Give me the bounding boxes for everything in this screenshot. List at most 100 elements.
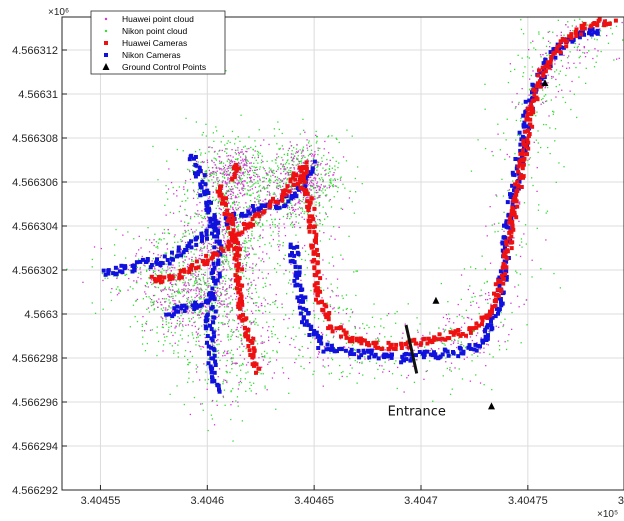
cloud-point [194,321,196,323]
cloud-point [169,272,172,274]
cloud-point [298,214,300,216]
cloud-point [177,288,180,290]
cloud-point [132,288,134,290]
cloud-point [180,309,183,312]
cloud-point [406,339,409,341]
camera-marker [190,303,195,308]
cloud-point [300,279,302,281]
cloud-point [328,175,330,177]
cloud-point [277,233,279,235]
cloud-point [214,328,216,330]
cloud-point [172,284,174,286]
cloud-point [223,310,226,313]
cloud-point [310,341,312,343]
camera-marker [480,338,485,343]
cloud-point [148,277,150,279]
camera-marker [288,242,293,247]
cloud-point [187,341,189,343]
cloud-point [192,276,194,278]
cloud-point [219,168,221,170]
camera-marker [548,50,553,55]
cloud-point [245,161,247,163]
cloud-point [487,302,489,304]
cloud-point [242,362,244,365]
cloud-point [228,173,230,175]
cloud-point [188,258,190,260]
cloud-point [246,148,248,150]
cloud-point [246,165,248,167]
cloud-point [542,54,544,56]
cloud-point [254,172,256,174]
cloud-point [560,59,562,62]
camera-marker [212,279,217,283]
cloud-point [201,134,203,136]
cloud-point [263,177,266,179]
cloud-point [162,320,164,322]
cloud-point [215,166,218,168]
cloud-point [195,368,197,370]
cloud-point [195,292,197,295]
cloud-point [177,316,179,318]
cloud-point [217,181,219,183]
cloud-point [312,302,315,304]
cloud-point [301,157,304,159]
cloud-point [250,167,252,170]
cloud-point [525,299,528,301]
cloud-point [315,174,317,176]
cloud-point [306,139,308,141]
cloud-point [471,318,473,320]
cloud-point [229,180,231,182]
cloud-point [222,381,224,383]
cloud-point [228,162,231,164]
cloud-point [554,60,556,62]
cloud-point [545,94,547,96]
cloud-point [238,365,241,367]
cloud-point [248,247,250,249]
cloud-point [118,289,121,291]
cloud-point [263,186,265,188]
cloud-point [266,253,268,255]
cloud-point [177,290,179,292]
cloud-point [292,212,294,214]
cloud-point [230,165,232,167]
cloud-point [194,270,196,272]
cloud-point [156,326,158,328]
camera-marker [497,284,502,289]
cloud-point [268,336,270,338]
cloud-point [264,170,266,172]
camera-marker [325,342,330,347]
cloud-point [157,242,160,244]
camera-marker [369,348,374,353]
cloud-point [157,254,159,256]
cloud-point [243,211,245,213]
cloud-point [566,67,568,69]
camera-marker [212,370,217,375]
cloud-point [190,228,192,231]
camera-marker [400,354,405,359]
cloud-point [531,276,533,278]
cloud-point [340,207,342,209]
cloud-point [449,318,451,320]
cloud-point [469,336,472,338]
cloud-point [524,66,526,68]
cloud-point [227,236,229,238]
cloud-point [247,171,249,174]
cloud-point [373,349,375,351]
cloud-point [191,270,194,273]
camera-marker [259,203,264,208]
cloud-point [284,335,287,338]
cloud-point [289,212,291,214]
cloud-point [278,227,280,229]
cloud-point [328,373,330,375]
cloud-point [245,297,247,299]
cloud-point [244,145,246,147]
cloud-point [285,161,288,164]
cloud-point [238,152,240,154]
camera-marker [306,323,311,328]
cloud-point [314,153,316,155]
camera-marker [500,248,505,253]
cloud-point [217,177,219,179]
cloud-point [256,198,258,200]
cloud-point [302,162,304,164]
cloud-point [217,376,219,378]
